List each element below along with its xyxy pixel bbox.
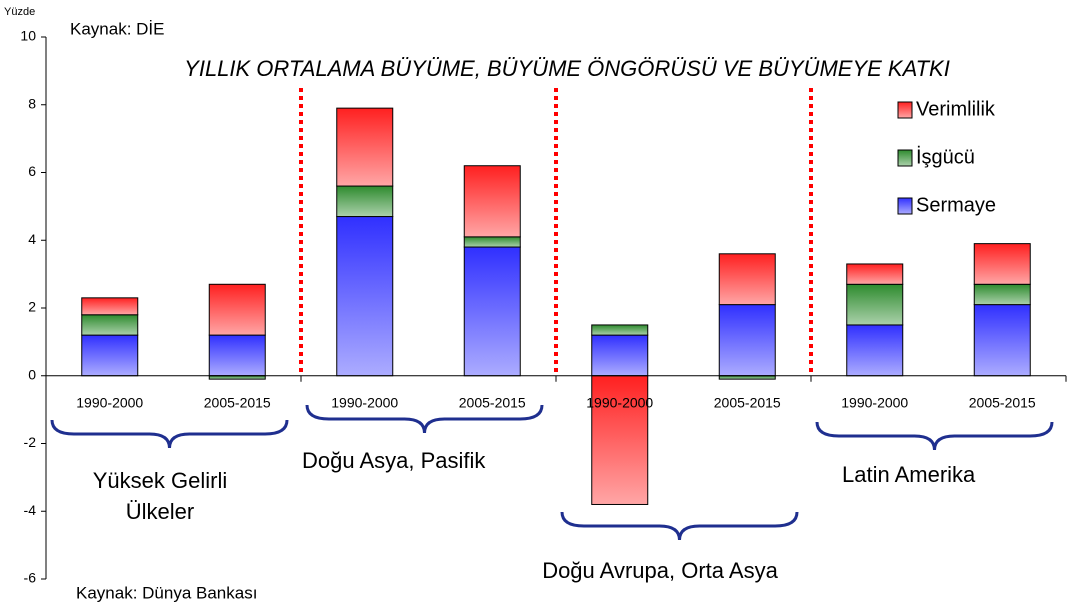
y-tick-label: 4 [28,231,36,247]
bar-segment [591,324,649,336]
source-bottom: Kaynak: Dünya Bankası [76,583,257,602]
chart-title: YILLIK ORTALAMA BÜYÜME, BÜYÜME ÖNGÖRÜSÜ … [184,56,950,81]
legend-swatch [897,101,913,119]
bar-segment [463,165,521,238]
bar-segment [463,236,521,248]
bar-segment [208,283,266,336]
x-tick-label: 1990-2000 [841,394,908,410]
bar-segment [336,185,394,218]
x-tick-label: 2005-2015 [204,394,271,410]
bar-segment [973,283,1031,306]
bar-segment [81,314,139,336]
legend-swatch [897,197,913,215]
bar-segment [81,297,139,316]
y-tick-label: 10 [20,28,36,44]
legend-label: Sermaye [916,194,996,216]
group-label: Doğu Asya, Pasifik [302,448,486,473]
bar-segment [336,107,394,187]
y-tick-label: -4 [24,502,37,518]
legend-swatch [897,149,913,167]
bar-segment [846,324,904,377]
x-tick-label: 2005-2015 [714,394,781,410]
y-tick-label: -2 [24,434,37,450]
bar-segment [208,334,266,377]
x-tick-label: 2005-2015 [459,394,526,410]
source-top: Kaynak: DİE [70,19,165,38]
group-label: Ülkeler [126,499,194,524]
y-tick-label: 6 [28,163,36,179]
x-tick-label: 1990-2000 [586,394,653,410]
group-brace [560,511,799,541]
legend-label: İşgücü [916,145,975,168]
group-brace [50,419,289,449]
y-tick-label: -6 [24,570,37,586]
group-label: Yüksek Gelirli [93,468,227,493]
bar-segment [208,375,266,380]
bar-segment [973,304,1031,377]
legend-label: Verimlilik [916,98,996,120]
group-label: Latin Amerika [842,462,976,487]
bar-segment [846,283,904,326]
y-tick-label: 0 [28,366,36,382]
x-tick-label: 2005-2015 [969,394,1036,410]
bar-segment [718,304,776,377]
bar-segment [846,263,904,285]
group-brace [815,421,1054,451]
bar-segment [718,253,776,306]
y-unit: Yüzde [4,6,35,18]
x-tick-label: 1990-2000 [76,394,143,410]
bar-segment [336,216,394,377]
y-tick-label: 2 [28,299,36,315]
bar-segment [973,243,1031,285]
bar-segment [718,375,776,380]
bar-segment [463,246,521,377]
x-tick-label: 1990-2000 [331,394,398,410]
group-label: Doğu Avrupa, Orta Asya [542,558,778,583]
bar-segment [591,334,649,377]
bar-segment [81,334,139,377]
y-tick-label: 8 [28,95,36,111]
group-brace [305,404,544,434]
